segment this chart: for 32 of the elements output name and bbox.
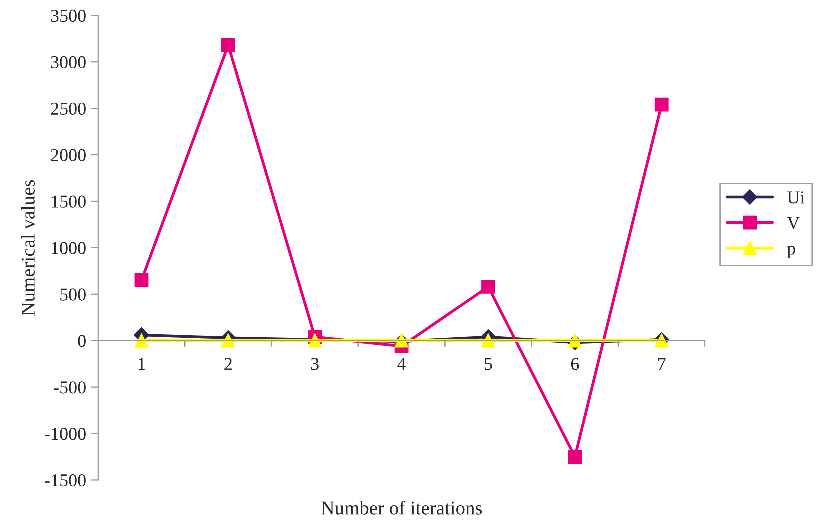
x-tick-label: 6 (571, 358, 580, 370)
point (221, 334, 236, 348)
point (134, 334, 149, 348)
y-tick-label: 500 (60, 288, 86, 301)
point (134, 274, 149, 288)
legend-label: V (787, 217, 800, 230)
point (482, 280, 496, 294)
y-tick-label: -1000 (45, 428, 86, 440)
point (221, 38, 236, 52)
y-tick-label: 1000 (52, 242, 86, 254)
y-tick-label: 2500 (51, 102, 86, 116)
x-tick-label: 7 (658, 358, 666, 370)
x-tick-label: 3 (311, 358, 319, 370)
legend-label: p (787, 246, 796, 258)
x-tick-label: 2 (224, 358, 232, 370)
x-axis-title: Number of iterations (321, 500, 482, 515)
point (482, 334, 496, 348)
y-tick-label: 3000 (51, 56, 86, 69)
point (654, 98, 669, 112)
x-tick-label: 4 (398, 358, 406, 370)
x-tick-label: 1 (138, 358, 146, 370)
y-tick-label: 2000 (51, 149, 86, 162)
x-tick-label: 5 (485, 358, 492, 370)
y-tick-label: -1500 (45, 474, 86, 487)
y-axis-title: Numerical values (21, 180, 35, 316)
y-tick-label: 1500 (52, 196, 86, 208)
y-tick-label: 3500 (51, 10, 86, 22)
point (568, 334, 582, 348)
legend-label: Ui (787, 192, 805, 204)
y-tick-label: 0 (78, 335, 86, 348)
point (568, 450, 582, 464)
y-tick-label: -500 (54, 382, 86, 394)
